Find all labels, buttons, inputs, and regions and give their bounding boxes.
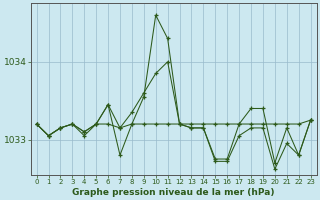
X-axis label: Graphe pression niveau de la mer (hPa): Graphe pression niveau de la mer (hPa) bbox=[72, 188, 275, 197]
